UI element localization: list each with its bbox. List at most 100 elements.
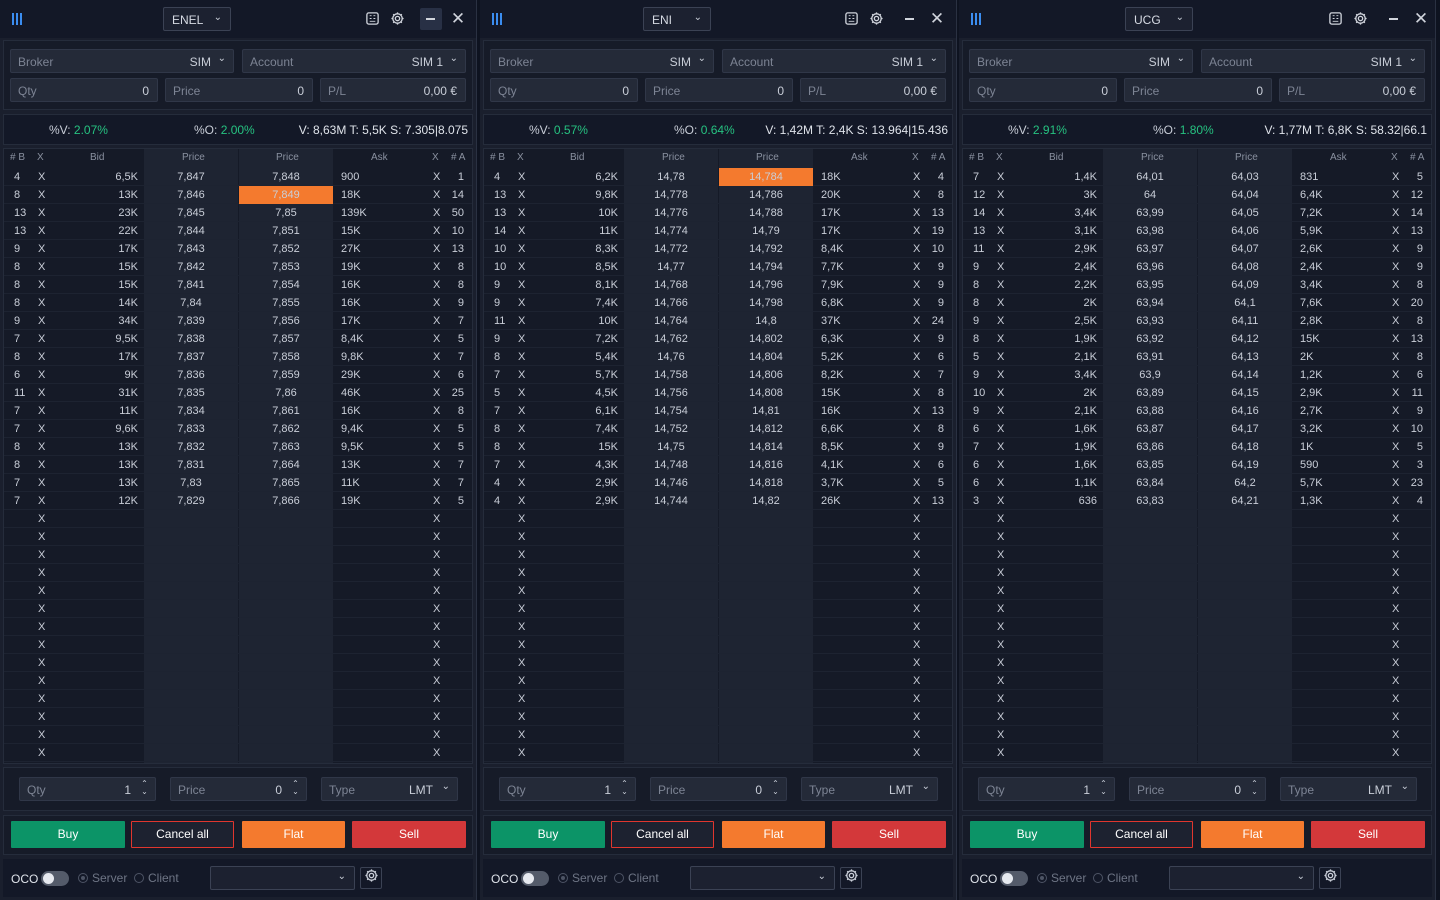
cancel-bid-button[interactable]: X bbox=[997, 621, 1005, 633]
cancel-ask-button[interactable]: X bbox=[913, 729, 921, 741]
ask-size-cell[interactable]: 37K bbox=[821, 315, 841, 327]
cancel-bid-button[interactable]: X bbox=[38, 603, 46, 615]
ask-price-cell[interactable]: 7,863 bbox=[272, 441, 300, 453]
ask-price-cell[interactable]: 64,08 bbox=[1231, 261, 1259, 273]
cancel-ask-button[interactable]: X bbox=[913, 747, 921, 759]
account-select[interactable]: Account SIM 1 ⌄ bbox=[242, 49, 466, 73]
bid-size-cell[interactable]: 12K bbox=[118, 495, 138, 507]
ask-price-cell[interactable]: 7,857 bbox=[272, 333, 300, 345]
bid-size-cell[interactable]: 9,8K bbox=[595, 189, 618, 201]
ask-price-cell[interactable]: 7,854 bbox=[272, 279, 300, 291]
ask-price-cell[interactable]: 14,796 bbox=[749, 279, 783, 291]
ask-price-cell[interactable]: 64,17 bbox=[1231, 423, 1259, 435]
settings-gear-icon[interactable] bbox=[1353, 11, 1368, 26]
cancel-bid-button[interactable]: X bbox=[997, 531, 1005, 543]
server-radio[interactable] bbox=[78, 873, 88, 883]
cancel-ask-button[interactable]: X bbox=[433, 261, 441, 273]
cancel-ask-button[interactable]: X bbox=[433, 747, 441, 759]
bid-price-cell[interactable]: 63,85 bbox=[1136, 459, 1164, 471]
account-select[interactable]: Account SIM 1 ⌄ bbox=[722, 49, 946, 73]
cancel-ask-button[interactable]: X bbox=[433, 729, 441, 741]
account-select[interactable]: Account SIM 1 ⌄ bbox=[1201, 49, 1425, 73]
cancel-bid-button[interactable]: X bbox=[997, 189, 1005, 201]
ask-size-cell[interactable]: 6,6K bbox=[821, 423, 844, 435]
ask-size-cell[interactable]: 46K bbox=[341, 387, 361, 399]
cancel-bid-button[interactable]: X bbox=[38, 261, 46, 273]
bid-size-cell[interactable]: 2,1K bbox=[1074, 351, 1097, 363]
bid-size-cell[interactable]: 2,9K bbox=[595, 477, 618, 489]
ask-price-cell[interactable]: 64,11 bbox=[1231, 315, 1259, 327]
order-type-select[interactable]: Type LMT ⌄ bbox=[801, 777, 938, 801]
ask-price-cell[interactable]: 7,848 bbox=[272, 171, 300, 183]
cancel-bid-button[interactable]: X bbox=[518, 459, 526, 471]
ask-price-cell[interactable]: 14,812 bbox=[749, 423, 783, 435]
ask-price-cell[interactable]: 64,1 bbox=[1234, 297, 1256, 309]
order-type-select[interactable]: Type LMT ⌄ bbox=[1280, 777, 1417, 801]
cancel-bid-button[interactable]: X bbox=[518, 495, 526, 507]
bid-size-cell[interactable]: 3K bbox=[1083, 189, 1097, 201]
cancel-bid-button[interactable]: X bbox=[997, 279, 1005, 291]
client-radio[interactable] bbox=[134, 873, 144, 883]
cancel-ask-button[interactable]: X bbox=[913, 441, 921, 453]
close-button[interactable]: ✕ bbox=[1413, 9, 1429, 28]
ask-price-cell[interactable]: 7,866 bbox=[272, 495, 300, 507]
ask-price-cell[interactable]: 14,814 bbox=[749, 441, 783, 453]
cancel-ask-button[interactable]: X bbox=[913, 711, 921, 723]
ask-size-cell[interactable]: 16K bbox=[821, 405, 841, 417]
ask-size-cell[interactable]: 18K bbox=[821, 171, 841, 183]
cancel-ask-button[interactable]: X bbox=[1392, 405, 1400, 417]
cancel-ask-button[interactable]: X bbox=[1392, 567, 1400, 579]
layout-icon[interactable] bbox=[844, 11, 859, 26]
cancel-bid-button[interactable]: X bbox=[997, 603, 1005, 615]
bid-price-cell[interactable]: 7,838 bbox=[177, 333, 205, 345]
cancel-bid-button[interactable]: X bbox=[518, 207, 526, 219]
cancel-bid-button[interactable]: X bbox=[38, 441, 46, 453]
order-price-input[interactable]: Price 0 ⌃ ⌄ bbox=[650, 777, 787, 801]
cancel-bid-button[interactable]: X bbox=[38, 387, 46, 399]
ask-size-cell[interactable]: 6,3K bbox=[821, 333, 844, 345]
bid-size-cell[interactable]: 3,4K bbox=[1074, 369, 1097, 381]
bid-size-cell[interactable]: 8,5K bbox=[595, 261, 618, 273]
cancel-ask-button[interactable]: X bbox=[433, 531, 441, 543]
cancel-ask-button[interactable]: X bbox=[1392, 585, 1400, 597]
cancel-bid-button[interactable]: X bbox=[997, 207, 1005, 219]
cancel-bid-button[interactable]: X bbox=[38, 549, 46, 561]
cancel-ask-button[interactable]: X bbox=[1392, 495, 1400, 507]
stepper-icon[interactable]: ⌃ ⌄ bbox=[1100, 779, 1107, 796]
cancel-ask-button[interactable]: X bbox=[433, 171, 441, 183]
ask-size-cell[interactable]: 5,7K bbox=[1300, 477, 1323, 489]
cancel-bid-button[interactable]: X bbox=[518, 639, 526, 651]
bid-size-cell[interactable]: 9,6K bbox=[115, 423, 138, 435]
ask-price-cell[interactable]: 7,865 bbox=[272, 477, 300, 489]
bid-price-cell[interactable]: 14,778 bbox=[654, 189, 688, 201]
bid-price-cell[interactable]: 7,842 bbox=[177, 261, 205, 273]
server-radio[interactable] bbox=[558, 873, 568, 883]
ask-size-cell[interactable]: 2,7K bbox=[1300, 405, 1323, 417]
ask-price-cell[interactable]: 14,8 bbox=[755, 315, 777, 327]
bid-price-cell[interactable]: 14,772 bbox=[654, 243, 688, 255]
cancel-bid-button[interactable]: X bbox=[518, 369, 526, 381]
minimize-button[interactable] bbox=[899, 8, 921, 30]
cancel-bid-button[interactable]: X bbox=[518, 279, 526, 291]
cancel-ask-button[interactable]: X bbox=[433, 495, 441, 507]
cancel-ask-button[interactable]: X bbox=[1392, 387, 1400, 399]
ask-price-cell[interactable]: 64,19 bbox=[1231, 459, 1259, 471]
bid-price-cell[interactable]: 14,744 bbox=[654, 495, 688, 507]
ask-price-cell[interactable]: 14,79 bbox=[752, 225, 780, 237]
cancel-ask-button[interactable]: X bbox=[1392, 243, 1400, 255]
bid-price-cell[interactable]: 7,831 bbox=[177, 459, 205, 471]
cancel-ask-button[interactable]: X bbox=[1392, 711, 1400, 723]
cancel-bid-button[interactable]: X bbox=[997, 243, 1005, 255]
cancel-bid-button[interactable]: X bbox=[38, 693, 46, 705]
ask-size-cell[interactable]: 9,8K bbox=[341, 351, 364, 363]
bid-size-cell[interactable]: 13K bbox=[118, 477, 138, 489]
cancel-bid-button[interactable]: X bbox=[38, 405, 46, 417]
bid-size-cell[interactable]: 6,1K bbox=[595, 405, 618, 417]
oco-settings-gear-icon[interactable] bbox=[360, 867, 382, 889]
cancel-all-button[interactable]: Cancel all bbox=[1090, 821, 1193, 848]
cancel-bid-button[interactable]: X bbox=[997, 657, 1005, 669]
cancel-bid-button[interactable]: X bbox=[38, 531, 46, 543]
cancel-ask-button[interactable]: X bbox=[913, 675, 921, 687]
cancel-ask-button[interactable]: X bbox=[433, 297, 441, 309]
ask-size-cell[interactable]: 1,3K bbox=[1300, 495, 1323, 507]
